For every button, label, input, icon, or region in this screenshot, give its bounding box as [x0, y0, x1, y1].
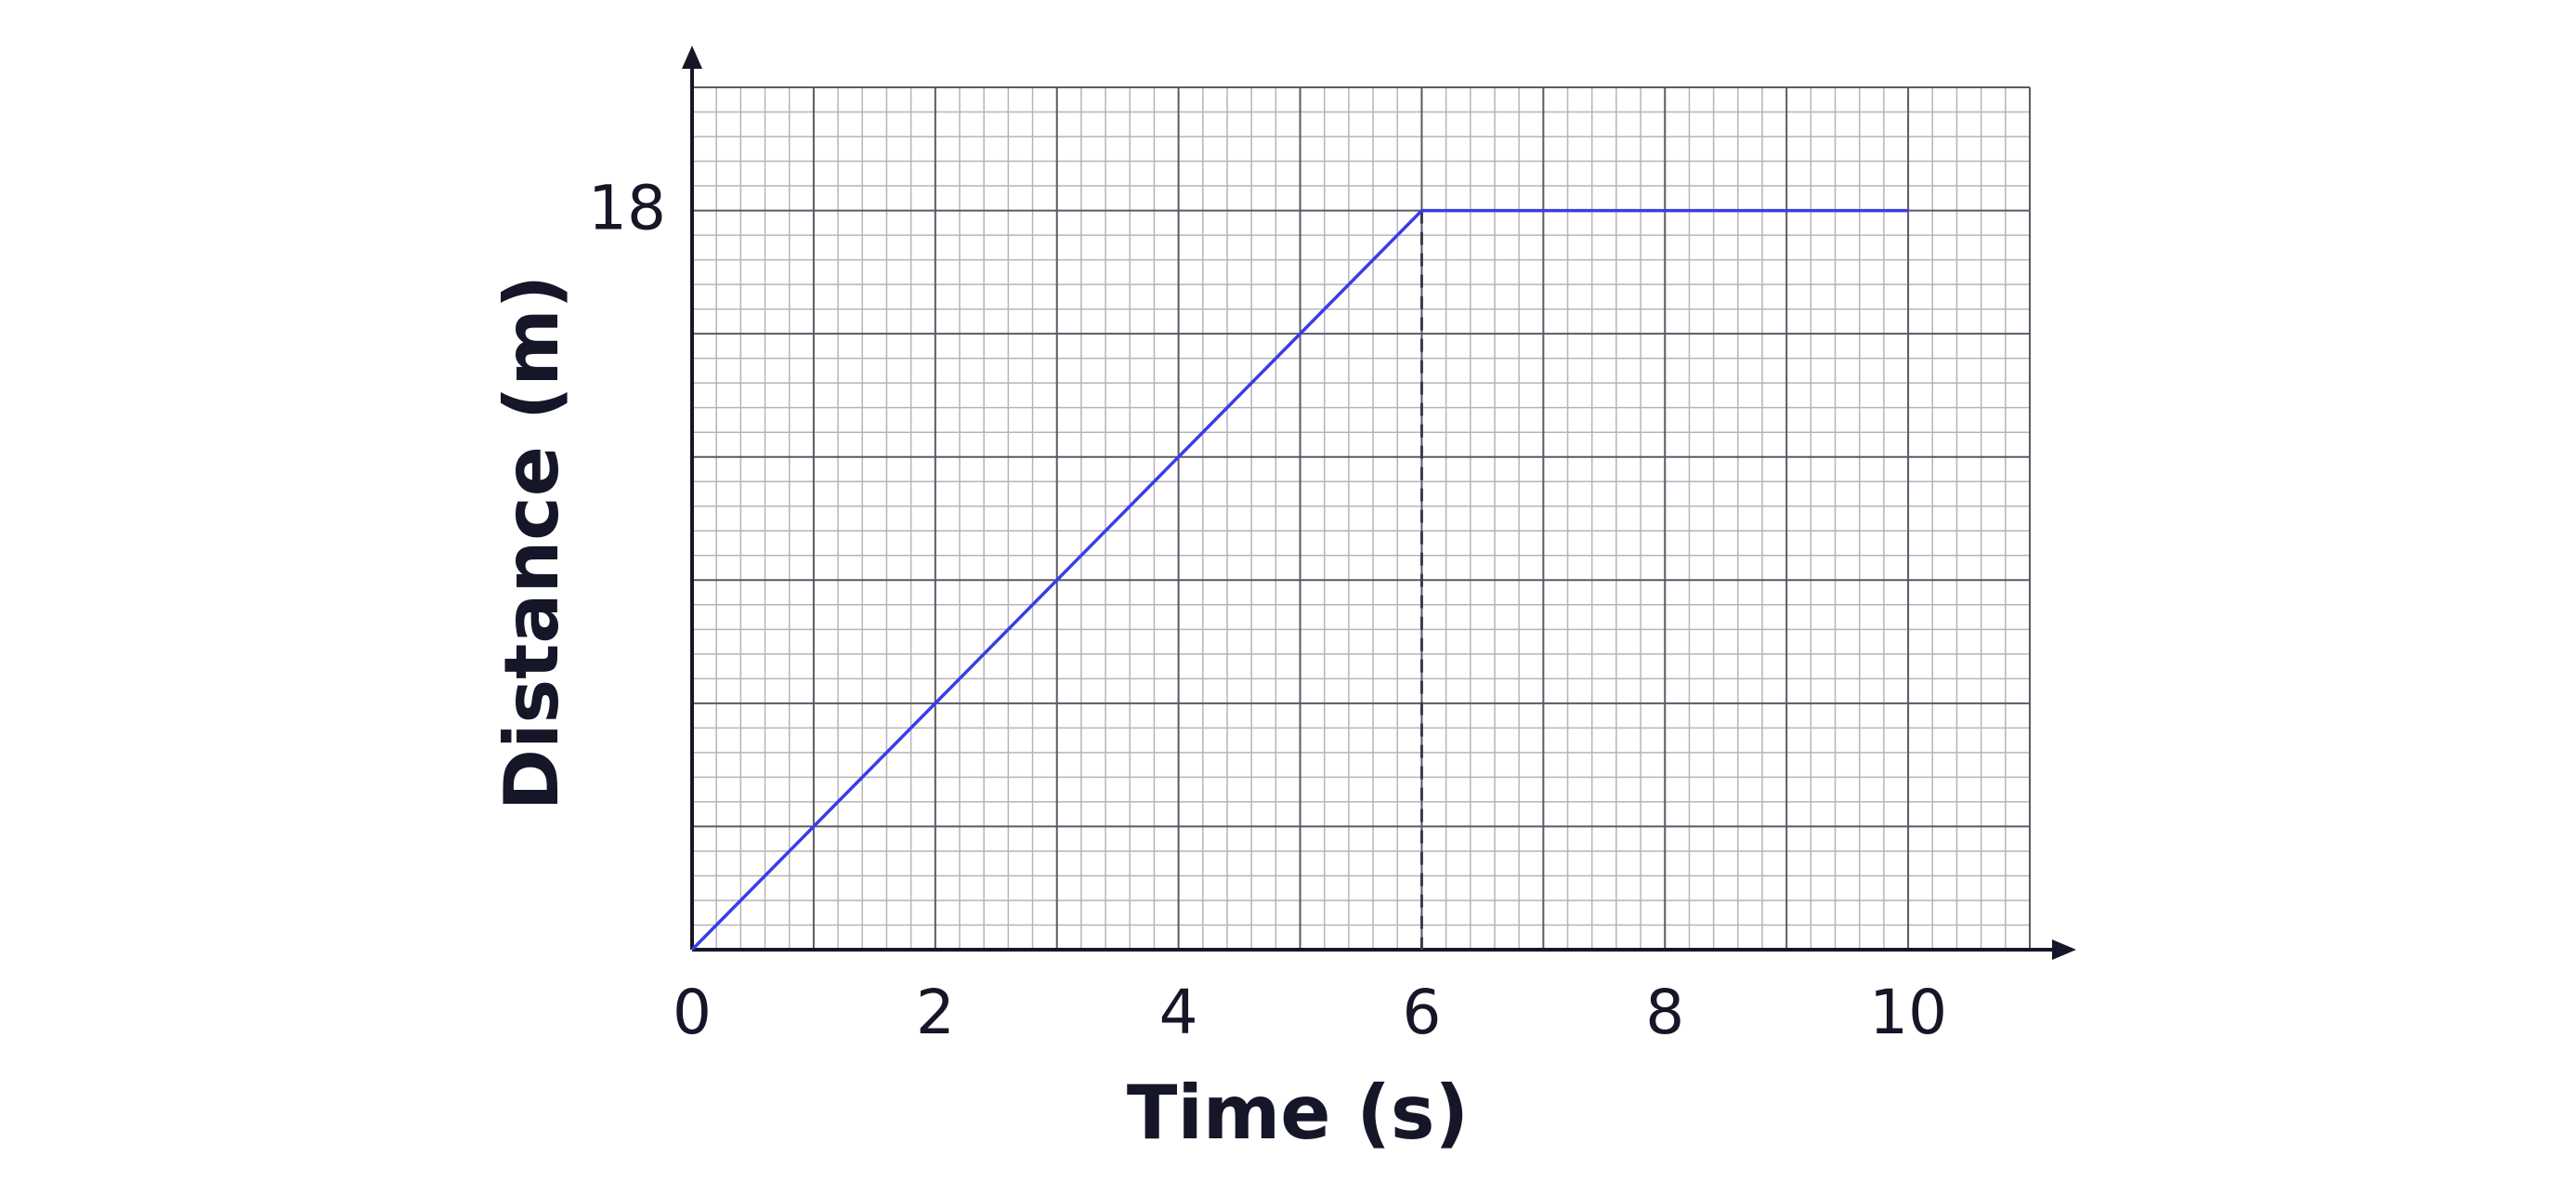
y-tick-label: 18: [588, 173, 666, 244]
y-axis-title: Distance (m): [489, 275, 575, 811]
x-tick-label: 0: [673, 977, 712, 1048]
line: [690, 208, 1909, 952]
x-axis-title: Time (s): [1127, 1070, 1469, 1156]
x-axis-arrow: [2052, 939, 2076, 960]
x-tick-label: 8: [1645, 977, 1684, 1048]
x-tick-label: 6: [1402, 977, 1441, 1048]
x-tick-label: 4: [1159, 977, 1198, 1048]
x-tick-label: 10: [1869, 977, 1947, 1048]
x-tick-label: 2: [916, 977, 955, 1048]
y-axis-arrow: [682, 46, 702, 69]
